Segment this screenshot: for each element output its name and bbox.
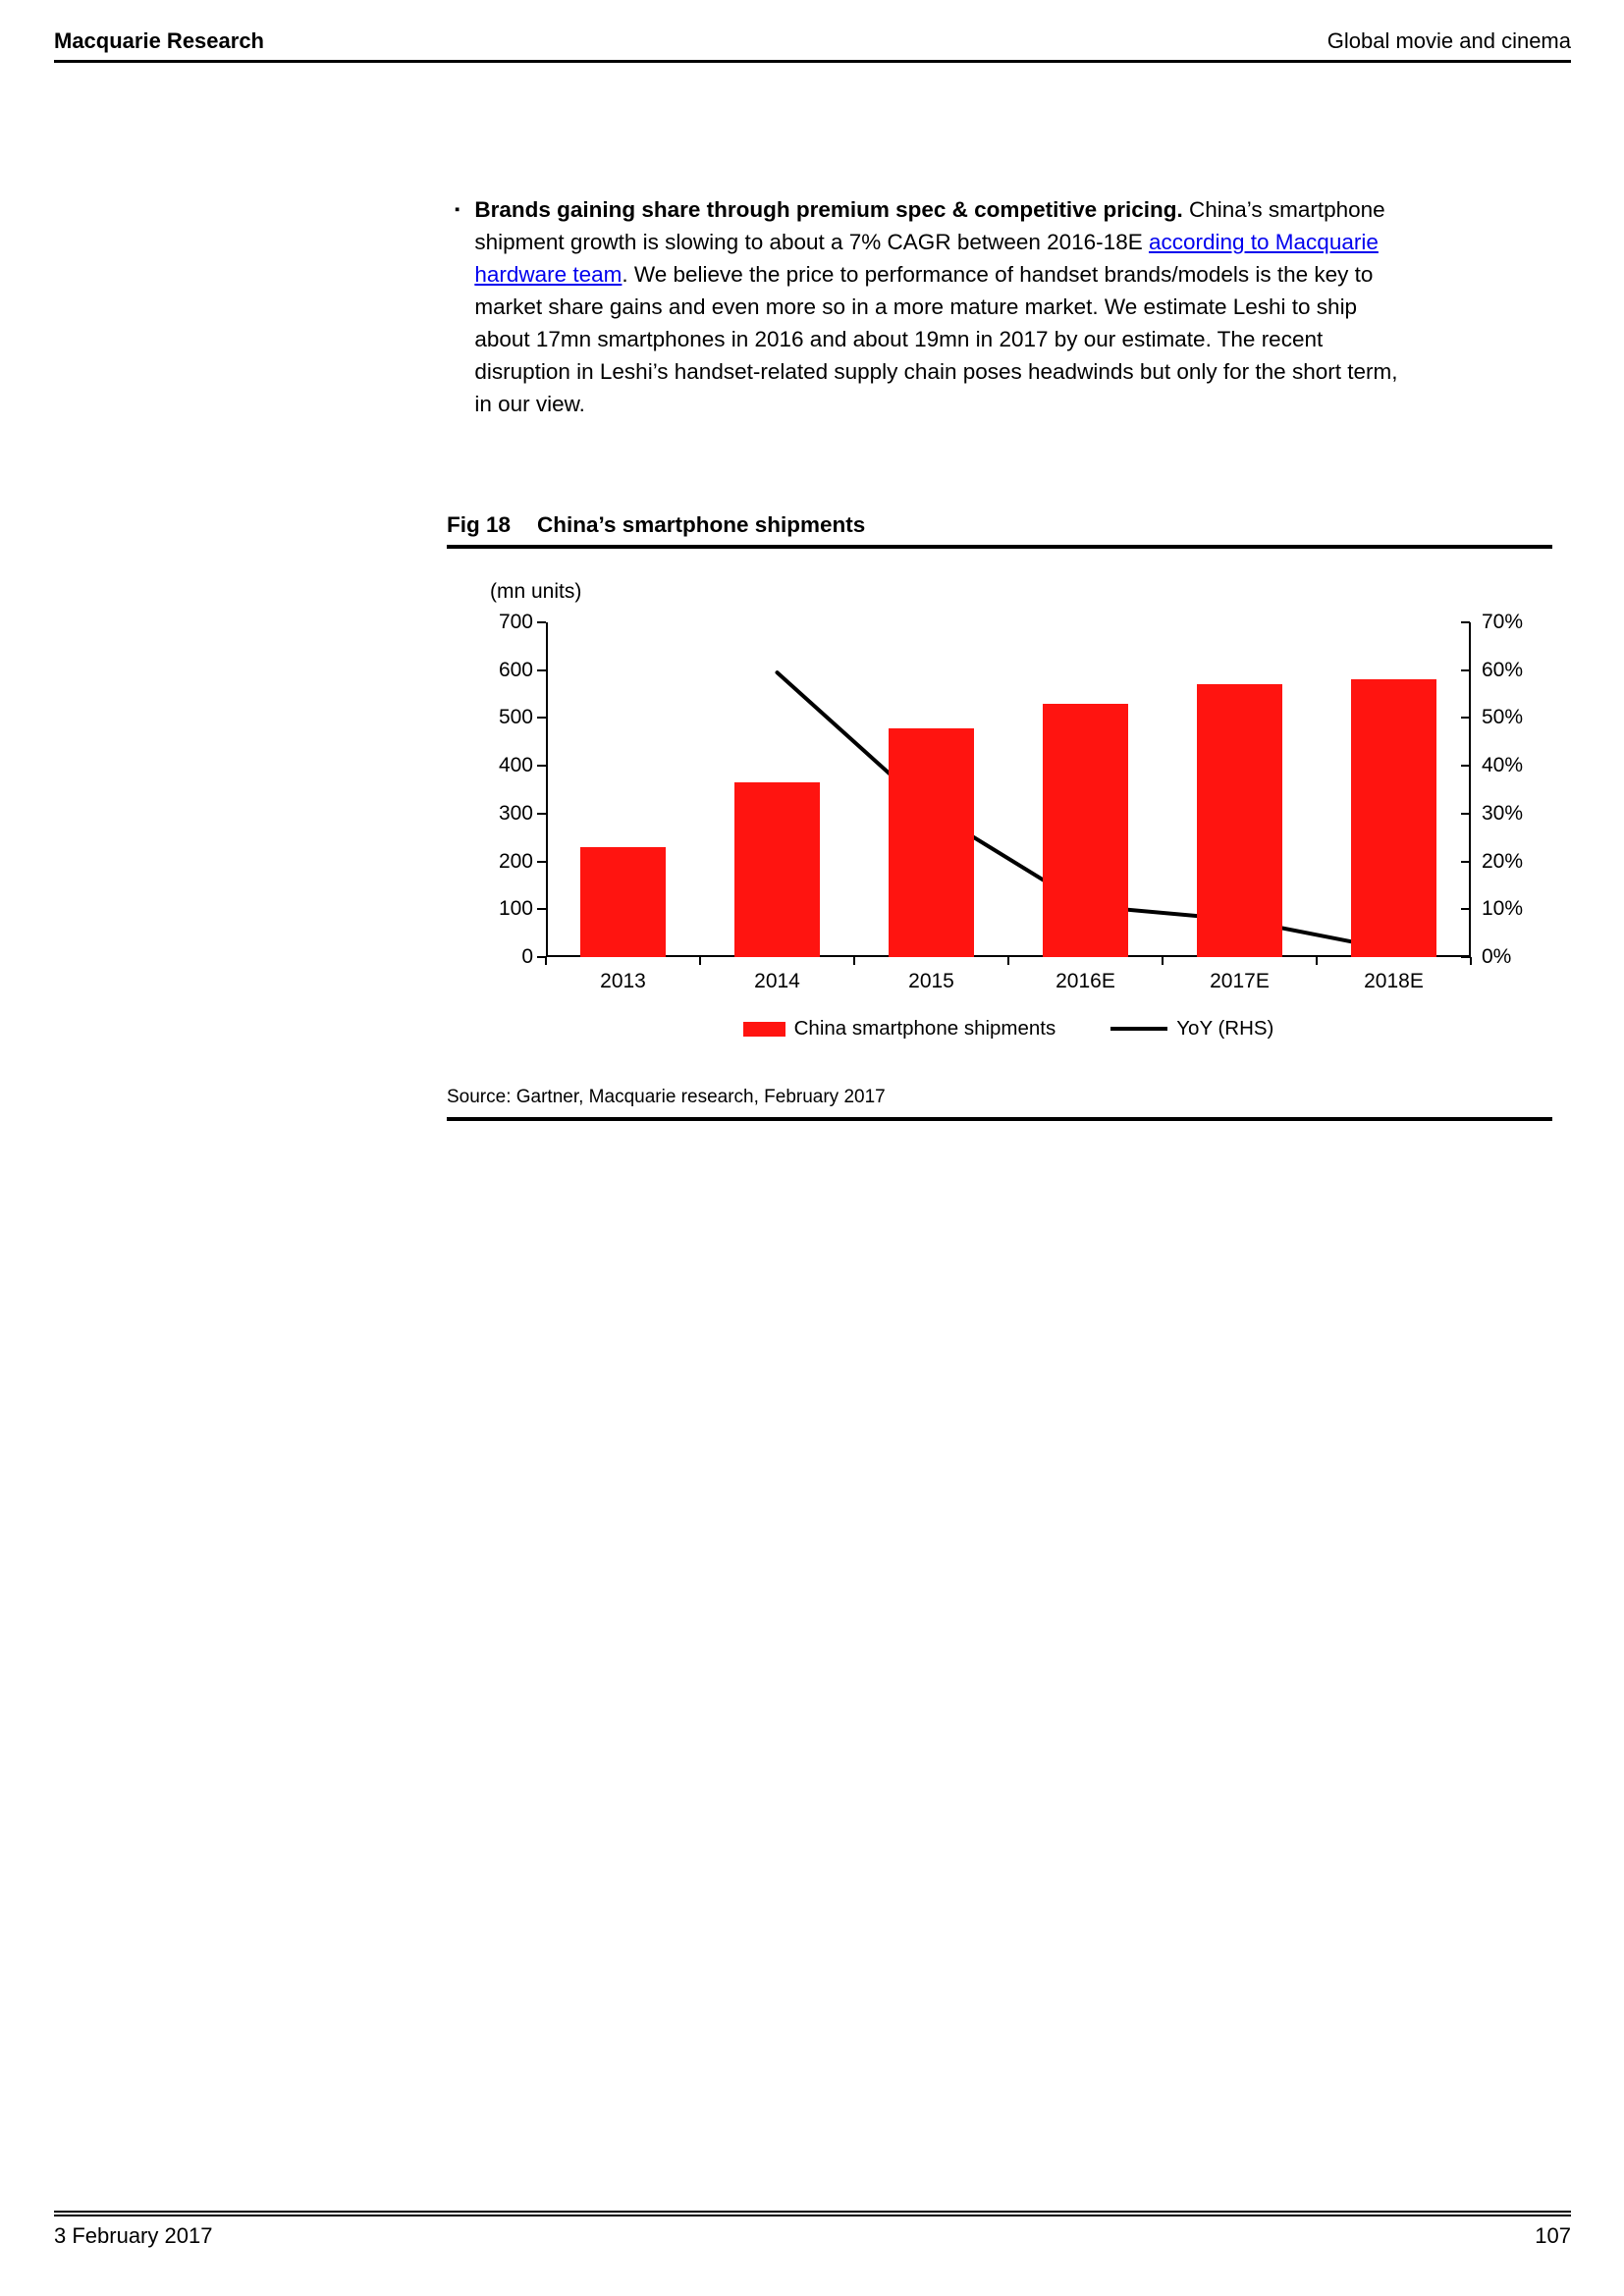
left-axis-tick-label: 600: [498, 658, 533, 681]
left-axis-tick-label: 300: [498, 801, 533, 825]
x-axis-tick: [853, 957, 855, 965]
left-axis-tick: [537, 812, 546, 815]
x-axis-tick: [1316, 957, 1318, 965]
legend-item-shipments: China smartphone shipments: [742, 1017, 1056, 1041]
paragraph-bold-lead: Brands gaining share through premium spe…: [474, 197, 1183, 222]
right-axis-tick-label: 0%: [1482, 945, 1512, 968]
x-axis-line: [546, 955, 1471, 957]
x-axis-category-label: 2013: [600, 970, 646, 992]
left-axis-tick: [537, 668, 546, 671]
header-brand: Macquarie Research: [54, 28, 264, 53]
shipments-bar-2016E: [1042, 703, 1129, 957]
shipments-bar-2018E: [1350, 679, 1437, 957]
right-axis-tick: [1461, 717, 1470, 720]
shipments-bar-2014: [733, 782, 821, 957]
x-axis-tick: [1162, 957, 1164, 965]
left-axis-tick-label: 400: [498, 754, 533, 777]
right-axis-tick: [1461, 956, 1470, 958]
right-axis-line: [1469, 622, 1471, 957]
right-axis-tick-label: 70%: [1482, 611, 1524, 633]
x-axis-tick: [1470, 957, 1472, 965]
right-axis-tick: [1461, 765, 1470, 768]
chart-region: (mn units) China smartphone shipments Yo…: [447, 549, 1552, 1080]
x-axis-category-label: 2017E: [1210, 970, 1270, 992]
page-footer: 3 February 2017 107: [54, 2211, 1571, 2249]
right-axis-tick-label: 40%: [1482, 754, 1524, 777]
left-axis-tick-label: 100: [498, 897, 533, 921]
header-report-title: Global movie and cinema: [1326, 28, 1571, 53]
figure-source: Source: Gartner, Macquarie research, Feb…: [447, 1080, 1552, 1121]
left-axis-unit-label: (mn units): [490, 580, 582, 603]
chart-legend: China smartphone shipments YoY (RHS): [546, 1017, 1471, 1041]
shipments-bar-2015: [888, 728, 975, 957]
figure-18: Fig 18 China’s smartphone shipments (mn u…: [447, 494, 1552, 1121]
paragraph-text: Brands gaining share through premium spe…: [474, 193, 1415, 420]
right-axis-tick-label: 10%: [1482, 897, 1524, 921]
right-axis-tick: [1461, 908, 1470, 911]
left-axis-tick: [537, 908, 546, 911]
right-axis-tick: [1461, 668, 1470, 671]
bullet-icon: ▪: [455, 201, 460, 218]
figure-title-row: Fig 18 China’s smartphone shipments: [447, 494, 1552, 549]
left-axis-tick: [537, 956, 546, 958]
legend-label-yoy: YoY (RHS): [1176, 1017, 1274, 1040]
paragraph-body-1: China’s smartphone shipment growth is sl…: [474, 197, 1385, 254]
body-paragraph: ▪ Brands gaining share through premium s…: [455, 193, 1427, 420]
footer-page-number: 107: [1535, 2223, 1571, 2248]
left-axis-tick-label: 700: [498, 611, 533, 633]
yoy-line-chart: [775, 670, 1396, 952]
right-axis-tick-label: 20%: [1482, 849, 1524, 873]
left-axis-tick: [537, 621, 546, 623]
macquarie-hardware-team-link[interactable]: according to Macquarie hardware team: [474, 230, 1379, 287]
right-axis-tick: [1461, 621, 1470, 623]
legend-label-shipments: China smartphone shipments: [793, 1017, 1056, 1040]
x-axis-tick: [1007, 957, 1009, 965]
x-axis-tick: [545, 957, 547, 965]
paragraph-body-2: . We believe the price to performance of…: [474, 262, 1398, 416]
figure-title: China’s smartphone shipments: [537, 512, 866, 537]
left-axis-tick-label: 500: [498, 706, 533, 729]
left-axis-tick: [537, 860, 546, 863]
right-axis-tick: [1461, 812, 1470, 815]
x-axis-category-label: 2014: [754, 970, 800, 992]
bar-series-swatch: [742, 1021, 785, 1037]
figure-number: Fig 18: [447, 512, 512, 537]
footer-date: 3 February 2017: [54, 2223, 213, 2248]
right-axis-tick: [1461, 860, 1470, 863]
left-axis-tick-label: 0: [521, 945, 533, 968]
line-series-swatch: [1110, 1027, 1168, 1031]
legend-item-yoy: YoY (RHS): [1110, 1017, 1273, 1041]
shipments-bar-2017E: [1196, 684, 1283, 957]
right-axis-tick-label: 30%: [1482, 801, 1524, 825]
x-axis-category-label: 2016E: [1056, 970, 1115, 992]
shipments-bar-2013: [579, 846, 667, 957]
right-axis-tick-label: 60%: [1482, 658, 1524, 681]
x-axis-category-label: 2015: [908, 970, 954, 992]
left-axis-tick: [537, 717, 546, 720]
left-axis-tick-label: 200: [498, 849, 533, 873]
x-axis-tick: [699, 957, 701, 965]
left-axis-tick: [537, 765, 546, 768]
x-axis-category-label: 2018E: [1364, 970, 1424, 992]
right-axis-tick-label: 50%: [1482, 706, 1524, 729]
left-axis-line: [546, 622, 548, 957]
page-header: Macquarie Research Global movie and cine…: [54, 29, 1571, 63]
